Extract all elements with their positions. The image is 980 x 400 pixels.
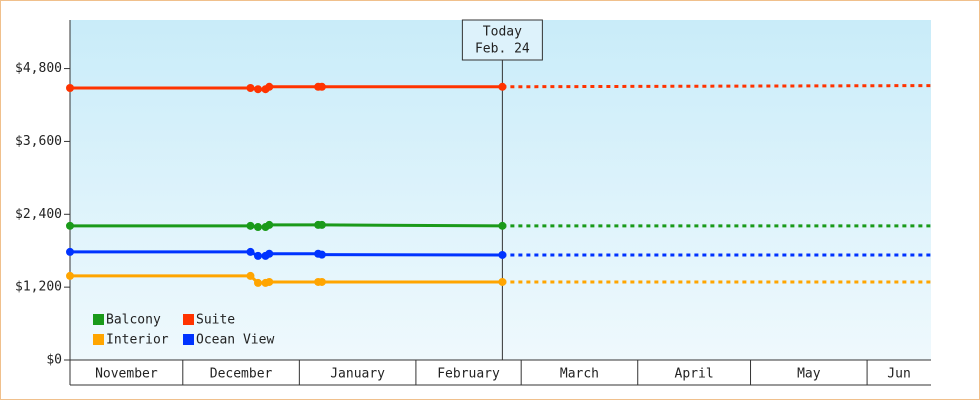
data-point [253,85,262,94]
x-tick-label: February [437,367,500,382]
legend-swatch [183,314,194,325]
y-tick-label: $0 [46,353,62,368]
data-point [317,277,326,286]
data-point [246,271,255,280]
data-point [317,82,326,91]
today-box [461,19,543,61]
data-point [265,220,274,229]
y-tick-label: $1,200 [15,280,62,295]
data-point [246,247,255,256]
data-point [317,250,326,259]
today-label: Today [483,25,522,40]
data-point [66,271,74,280]
x-tick-label: Jun [887,367,910,382]
data-point [317,220,326,229]
x-tick-label: April [675,367,714,382]
legend-label: Suite [196,313,235,328]
legend-label: Ocean View [196,333,274,348]
legend-swatch [183,334,194,345]
data-point [66,221,74,230]
x-tick-label: January [330,367,385,382]
data-point [66,84,74,92]
data-point [265,277,274,286]
data-point [498,277,507,286]
data-point [246,221,255,230]
y-tick-label: $4,800 [15,61,62,76]
data-point [66,247,74,256]
data-point [253,278,262,287]
x-tick-label: November [95,367,158,382]
data-point [246,84,255,92]
data-point [498,221,507,230]
x-tick-label: December [210,367,273,382]
legend-swatch [93,314,104,325]
data-point [498,250,507,259]
x-tick-label: May [797,367,821,382]
legend-swatch [93,334,104,345]
data-point [265,82,274,91]
legend-label: Interior [106,333,169,348]
y-tick-label: $3,600 [15,134,62,149]
data-point [253,251,262,260]
today-label: Feb. 24 [475,42,530,57]
data-point [498,82,507,91]
x-tick-label: March [560,367,599,382]
y-tick-label: $2,400 [15,207,62,222]
data-point [265,249,274,258]
data-point [253,223,262,232]
plot-area [70,20,931,360]
legend-label: Balcony [106,313,161,328]
